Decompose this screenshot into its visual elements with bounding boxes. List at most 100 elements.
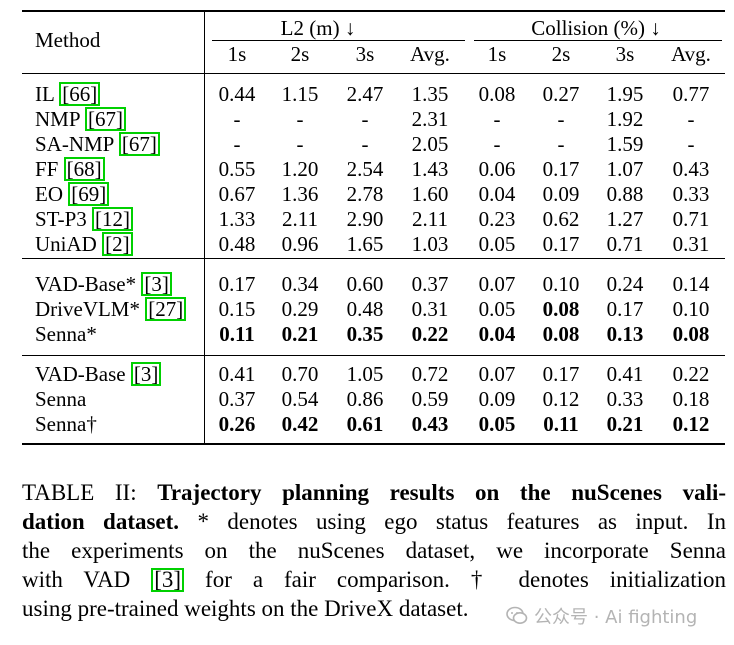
method-label: DriveVLM* bbox=[35, 297, 146, 321]
value-cell: 1.35 bbox=[411, 82, 449, 106]
value-cell: 0.09 bbox=[542, 182, 580, 206]
caption-bold-title-cont: dation dataset. bbox=[22, 509, 180, 534]
value-cell: 0.07 bbox=[478, 362, 516, 386]
value-cell: 0.37 bbox=[218, 387, 256, 411]
value-cell: - bbox=[233, 107, 241, 131]
caption-citation[interactable]: [3] bbox=[151, 568, 185, 592]
caption-bold-title: Trajectory planning results on the nuSce… bbox=[157, 480, 727, 505]
method-label: FF bbox=[35, 157, 64, 181]
value-cell: 1.60 bbox=[411, 182, 449, 206]
citation-link[interactable]: [3] bbox=[130, 362, 162, 386]
value-cell: 0.22 bbox=[672, 362, 710, 386]
method-label: ST-P3 bbox=[35, 207, 93, 231]
subheader-4: 1s bbox=[487, 42, 507, 66]
value-cell: 0.11 bbox=[219, 322, 255, 346]
group-rule-2 bbox=[22, 355, 725, 356]
value-cell: 0.15 bbox=[218, 297, 256, 321]
value-cell: 0.77 bbox=[672, 82, 710, 106]
value-cell: 0.10 bbox=[672, 297, 710, 321]
method-name: UniAD [2] bbox=[35, 232, 133, 256]
value-cell: 0.33 bbox=[672, 182, 710, 206]
value-cell: 0.67 bbox=[218, 182, 256, 206]
value-cell: 0.24 bbox=[606, 272, 644, 296]
collision-group-header: Collision (%) ↓ bbox=[531, 16, 661, 40]
value-cell: 1.33 bbox=[218, 207, 256, 231]
value-cell: 0.37 bbox=[411, 272, 449, 296]
method-label: NMP bbox=[35, 107, 85, 131]
value-cell: 0.86 bbox=[346, 387, 384, 411]
value-cell: 0.07 bbox=[478, 272, 516, 296]
bottom-rule bbox=[22, 443, 725, 445]
column-divider bbox=[204, 74, 205, 258]
citation-link[interactable]: [69] bbox=[68, 182, 110, 206]
value-cell: - bbox=[361, 132, 369, 156]
value-cell: 2.78 bbox=[346, 182, 384, 206]
subheader-2: 3s bbox=[355, 42, 375, 66]
value-cell: 1.07 bbox=[606, 157, 644, 181]
value-cell: - bbox=[361, 107, 369, 131]
value-cell: 0.33 bbox=[606, 387, 644, 411]
value-cell: 0.43 bbox=[411, 412, 449, 436]
value-cell: 1.27 bbox=[606, 207, 644, 231]
value-cell: 1.15 bbox=[281, 82, 319, 106]
value-cell: 0.43 bbox=[672, 157, 710, 181]
citation-link[interactable]: [2] bbox=[102, 232, 133, 256]
method-label: IL bbox=[35, 82, 60, 106]
value-cell: 2.90 bbox=[346, 207, 384, 231]
value-cell: 0.04 bbox=[478, 322, 516, 346]
value-cell: 0.05 bbox=[478, 232, 516, 256]
citation-link[interactable]: [66] bbox=[59, 82, 101, 106]
value-cell: 0.17 bbox=[542, 157, 580, 181]
subheader-0: 1s bbox=[227, 42, 247, 66]
citation-link[interactable]: [68] bbox=[63, 157, 105, 181]
value-cell: 1.65 bbox=[346, 232, 384, 256]
value-cell: 0.41 bbox=[218, 362, 256, 386]
citation-link[interactable]: [67] bbox=[85, 107, 126, 131]
value-cell: 0.22 bbox=[411, 322, 449, 346]
value-cell: 0.12 bbox=[672, 412, 710, 436]
value-cell: 0.06 bbox=[478, 157, 516, 181]
value-cell: 1.95 bbox=[606, 82, 644, 106]
method-label: Senna† bbox=[35, 412, 97, 436]
value-cell: - bbox=[687, 107, 695, 131]
watermark-text: 公众号 · Ai fighting bbox=[534, 607, 698, 628]
value-cell: 0.10 bbox=[542, 272, 580, 296]
value-cell: 0.72 bbox=[411, 362, 449, 386]
value-cell: 0.09 bbox=[478, 387, 516, 411]
column-divider bbox=[204, 12, 205, 73]
value-cell: 0.17 bbox=[542, 232, 580, 256]
value-cell: 0.31 bbox=[411, 297, 449, 321]
method-name: SA-NMP [67] bbox=[35, 132, 160, 156]
method-name: IL [66] bbox=[35, 82, 101, 106]
citation-link[interactable]: [27] bbox=[145, 297, 187, 321]
value-cell: 1.20 bbox=[281, 157, 319, 181]
subheader-1: 2s bbox=[290, 42, 310, 66]
method-name: NMP [67] bbox=[35, 107, 126, 131]
value-cell: 0.26 bbox=[218, 412, 256, 436]
method-label: Senna* bbox=[35, 322, 97, 346]
top-rule bbox=[22, 10, 725, 12]
value-cell: 0.34 bbox=[281, 272, 319, 296]
value-cell: 0.88 bbox=[606, 182, 644, 206]
value-cell: 0.17 bbox=[218, 272, 256, 296]
citation-link[interactable]: [3] bbox=[141, 272, 172, 296]
value-cell: 0.08 bbox=[478, 82, 516, 106]
value-cell: 0.08 bbox=[542, 322, 580, 346]
value-cell: 1.92 bbox=[606, 107, 644, 131]
value-cell: 0.18 bbox=[672, 387, 710, 411]
citation-link[interactable]: [67] bbox=[118, 132, 160, 156]
value-cell: 0.42 bbox=[281, 412, 319, 436]
group-rule-1 bbox=[22, 258, 725, 259]
collision-header-underline bbox=[474, 40, 722, 41]
value-cell: 1.36 bbox=[281, 182, 319, 206]
value-cell: 0.60 bbox=[346, 272, 384, 296]
value-cell: 0.13 bbox=[606, 322, 644, 346]
value-cell: 0.31 bbox=[672, 232, 710, 256]
value-cell: - bbox=[296, 132, 304, 156]
value-cell: 1.43 bbox=[411, 157, 449, 181]
subheader-5: 2s bbox=[551, 42, 571, 66]
value-cell: 0.71 bbox=[606, 232, 644, 256]
method-label: Senna bbox=[35, 387, 87, 411]
citation-link[interactable]: [12] bbox=[92, 207, 134, 231]
value-cell: 0.62 bbox=[542, 207, 580, 231]
